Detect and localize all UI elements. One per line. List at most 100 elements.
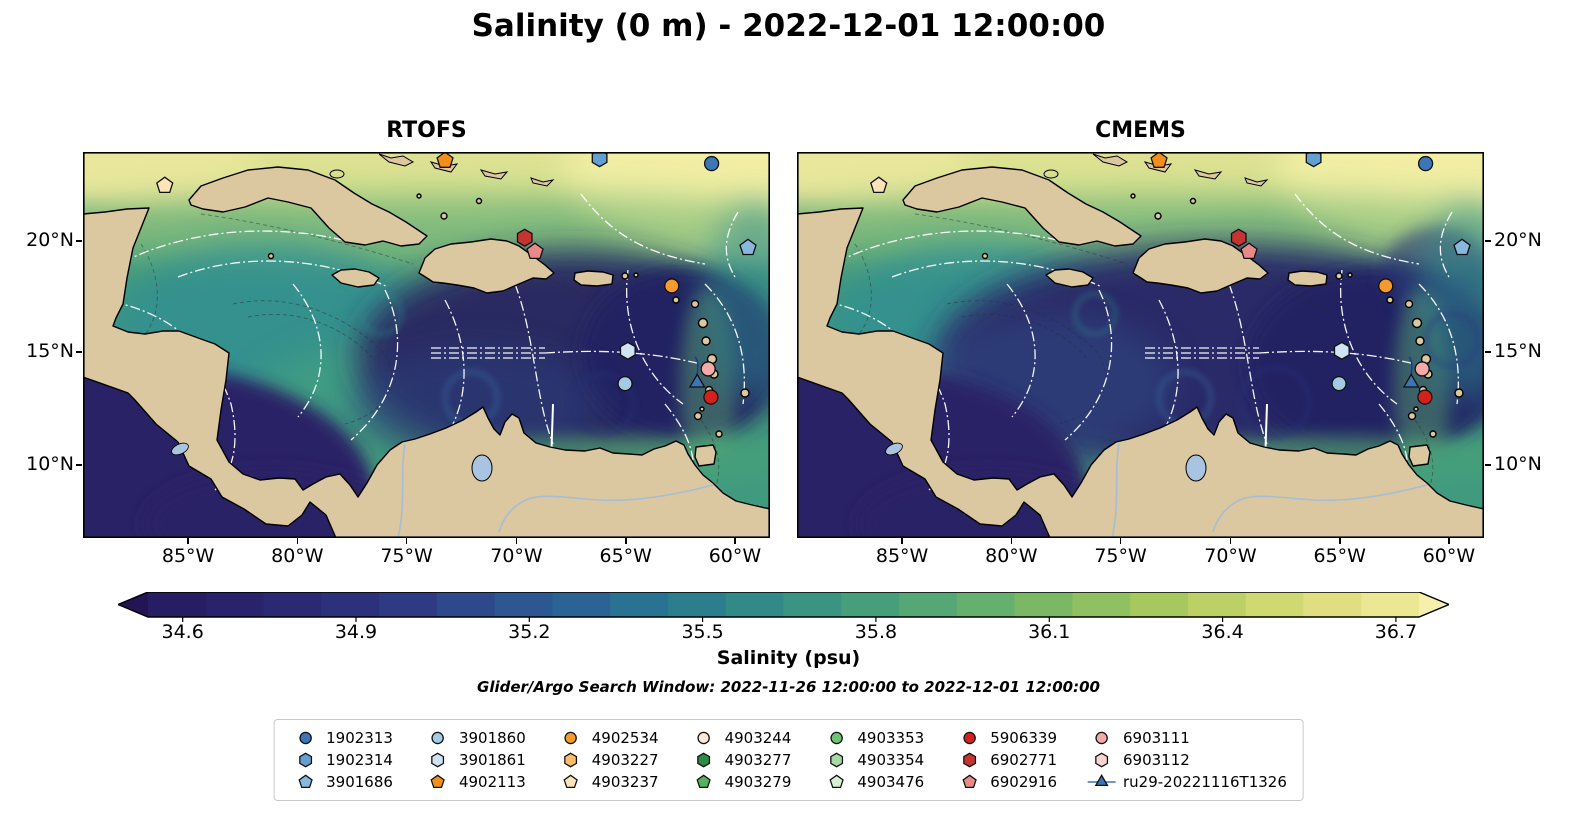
float-marker-3901861 — [619, 341, 636, 360]
float-marker-5906339 — [962, 731, 976, 745]
land-trinidad — [1408, 444, 1431, 467]
float-marker-4903237 — [870, 176, 888, 194]
float-marker-3901861 — [1333, 341, 1350, 360]
x-ticklabel-rtofs: 80°W — [271, 545, 324, 567]
float-marker-6902916 — [962, 774, 977, 789]
x-ticklabel-rtofs: 75°W — [380, 545, 433, 567]
land-island — [740, 388, 750, 398]
legend-label: 6903111 — [1123, 729, 1190, 747]
x-ticklabel-rtofs: 60°W — [708, 545, 762, 567]
legend-label: 4903277 — [724, 751, 792, 769]
land-island — [267, 252, 275, 260]
legend-marker-circle-icon — [697, 731, 710, 745]
legend-label: 6902771 — [990, 751, 1058, 769]
legend-item-4903237: 4903237 — [556, 773, 659, 791]
x-tick-rtofs — [187, 538, 189, 544]
float-marker-3901860 — [1331, 375, 1347, 392]
river — [1111, 443, 1120, 538]
float-marker-1902314 — [298, 752, 312, 768]
land-island — [621, 272, 629, 280]
legend-item-4903354: 4903354 — [821, 751, 924, 769]
legend-marker-pentagon-icon — [563, 774, 578, 789]
x-tick-rtofs — [296, 538, 299, 544]
legend-marker-pentagon-icon — [696, 774, 711, 789]
legend-marker-pentagon-icon — [430, 774, 446, 789]
float-marker-3901686 — [1453, 238, 1471, 256]
land-island — [672, 296, 680, 304]
land-central-south-america — [797, 207, 1484, 538]
legend-item-6903112: 6903112 — [1087, 751, 1287, 769]
land-trinidad — [694, 444, 717, 467]
y-tick-left — [76, 240, 82, 242]
land-island — [1429, 430, 1437, 438]
legend-label: 4903279 — [724, 773, 792, 791]
land-island — [1154, 212, 1162, 220]
y-ticklabel-right: 20°N — [1494, 229, 1542, 252]
legend-item-1902314: 1902314 — [290, 751, 393, 769]
legend-label: 3901861 — [458, 751, 526, 769]
x-tick-rtofs — [405, 538, 408, 544]
legend-label: 4903244 — [724, 729, 792, 747]
river — [1244, 484, 1428, 502]
lake-maracaibo — [1185, 454, 1207, 482]
float-marker-6902771 — [962, 752, 976, 768]
float-marker-6902916 — [526, 242, 544, 260]
land-island — [1335, 272, 1343, 280]
float-marker-4903279 — [696, 774, 711, 789]
legend-label: 4903353 — [857, 729, 925, 747]
legend-marker-circle-icon — [298, 731, 312, 745]
land-bahamas — [530, 177, 555, 187]
float-marker-4902113 — [1150, 152, 1168, 168]
legend-label: 1902314 — [326, 751, 393, 769]
float-marker-4903354 — [829, 752, 843, 768]
land-island — [633, 272, 639, 278]
x-ticklabel-cmems: 75°W — [1094, 545, 1147, 567]
land-bahamas — [479, 169, 509, 180]
y-ticklabel-left: 20°N — [26, 229, 74, 252]
colorbar-tick-34.9: 34.9 — [334, 621, 378, 643]
legend-marker-hexagon-icon — [962, 752, 976, 768]
float-marker-1902313 — [703, 155, 720, 172]
float-marker-6902771 — [516, 228, 533, 247]
x-tick-cmems — [901, 538, 903, 544]
legend-item-4902113: 4902113 — [423, 773, 526, 791]
float-marker-5906339 — [703, 389, 719, 405]
legend-marker-hexagon-icon — [697, 752, 711, 768]
legend-item-ru29-20221116T1326: ru29-20221116T1326 — [1087, 773, 1287, 791]
float-marker-4902534 — [664, 278, 680, 294]
float-marker-5906339 — [1417, 389, 1433, 405]
colorbar-tick-35.2: 35.2 — [508, 621, 551, 643]
land-island — [1411, 317, 1423, 329]
float-marker-4903244 — [697, 731, 710, 745]
search-window-subtitle: Glider/Argo Search Window: 2022-11-26 12… — [477, 678, 1100, 696]
x-ticklabel-rtofs: 65°W — [599, 545, 652, 567]
land-island — [416, 193, 422, 199]
legend-label: 4903237 — [591, 773, 659, 791]
legend-marker-hexagon-icon — [1095, 752, 1109, 768]
float-marker-1902313 — [298, 731, 312, 745]
map-rtofs — [83, 152, 770, 538]
land-island — [1404, 299, 1414, 309]
float-marker-4902113 — [436, 152, 454, 168]
map-cmems — [797, 152, 1484, 538]
x-ticklabel-cmems: 60°W — [1422, 545, 1476, 567]
land-island — [701, 336, 711, 346]
float-marker-6903111 — [1414, 361, 1430, 377]
legend-label: 1902313 — [326, 729, 393, 747]
legend-item-3901861: 3901861 — [423, 751, 526, 769]
legend-marker-hexagon-icon — [298, 752, 312, 768]
legend-item-4903279: 4903279 — [689, 773, 792, 791]
float-marker-4903227 — [564, 752, 578, 768]
legend-item-5906339: 5906339 — [954, 729, 1057, 747]
y-tick-right — [1485, 464, 1491, 466]
legend-marker-circle-icon — [564, 731, 578, 745]
land-cuba — [902, 166, 1142, 247]
float-marker-4903237 — [156, 176, 174, 194]
legend-item-4903227: 4903227 — [556, 751, 659, 769]
land-island — [1189, 197, 1197, 205]
legend-item-4903353: 4903353 — [821, 729, 924, 747]
legend-label: 6902916 — [990, 773, 1058, 791]
float-marker-1902314 — [1305, 152, 1322, 168]
legend-item-6902771: 6902771 — [954, 751, 1057, 769]
legend-marker-pentagon-icon — [297, 774, 313, 789]
